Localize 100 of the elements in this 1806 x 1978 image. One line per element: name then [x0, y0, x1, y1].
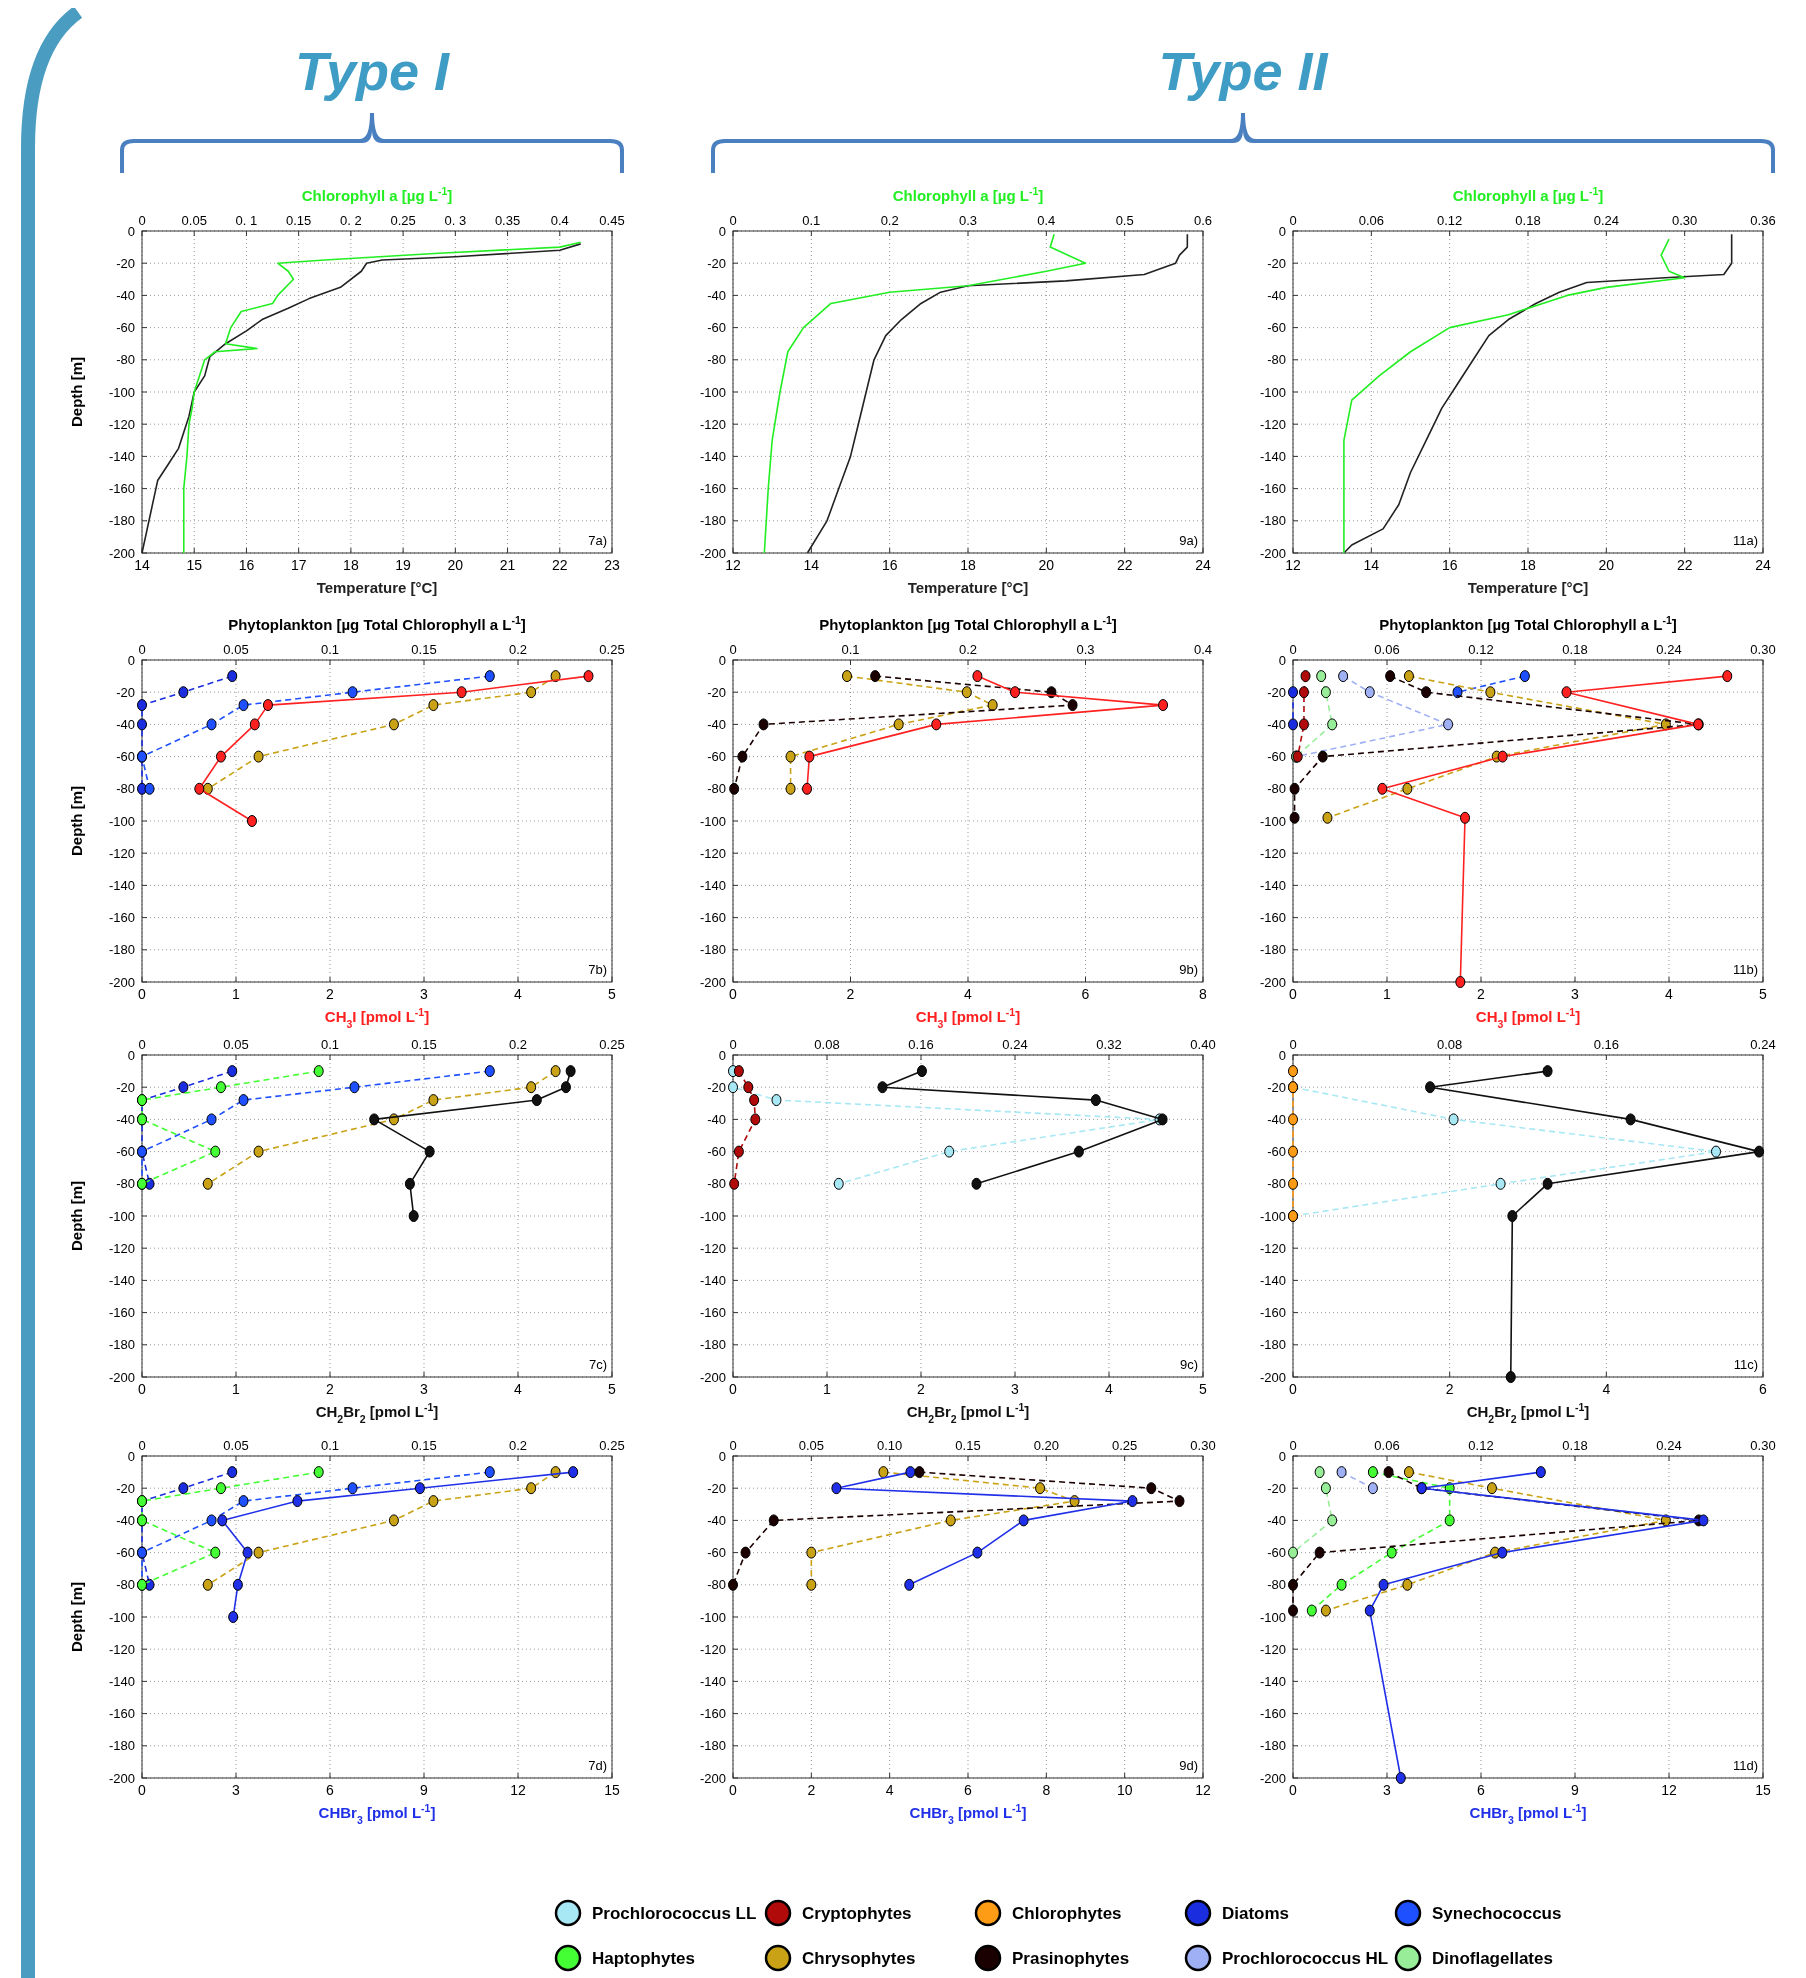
x-tick-label: 14 [134, 557, 150, 573]
x2-tick-label: 0.1 [320, 1438, 340, 1453]
x-axis-title: CH$_{3}$I [pmol L$^{-1}$] [1475, 1006, 1581, 1030]
x-tick-label: 0 [138, 1381, 147, 1397]
y-tick-label: -120 [699, 1240, 726, 1256]
legend-label: Dinoflagellates [1432, 1949, 1553, 1968]
y-tick-label: -100 [108, 813, 135, 829]
y-tick-label: -180 [108, 513, 135, 529]
y-tick-label: -100 [699, 813, 726, 829]
y-tick-label: -100 [1259, 384, 1286, 400]
y-tick-label: -60 [116, 1144, 135, 1160]
y-tick-label: -120 [108, 1641, 135, 1657]
y-tick-label: -80 [707, 1176, 726, 1192]
x2-tick-label: 0.15 [955, 1438, 981, 1453]
y-tick-label: -100 [108, 1609, 135, 1625]
y-tick-label: -160 [1259, 1706, 1286, 1722]
x-tick-label: 2 [326, 986, 335, 1002]
x-tick-label: 15 [1755, 1782, 1771, 1798]
x2-tick-label: 0 [138, 1438, 146, 1453]
y-tick-label: -60 [707, 320, 726, 336]
x2-tick-label: 0.18 [1562, 642, 1588, 657]
annotation: 11b) [1732, 962, 1758, 977]
x-tick-label: 12 [1195, 1782, 1211, 1798]
x2-tick-label: 0 [138, 642, 146, 657]
x-tick-label: 0 [138, 1782, 147, 1798]
y-tick-label: 0 [1278, 223, 1286, 239]
x2-tick-label: 0.32 [1096, 1037, 1122, 1052]
y-tick-label: -200 [1259, 1369, 1286, 1385]
x2-tick-label: 0.18 [1562, 1438, 1588, 1453]
y-tick-label: -180 [108, 1738, 135, 1754]
x-tick-label: 16 [881, 557, 898, 573]
x-tick-label: 24 [1755, 557, 1771, 573]
x-tick-label: 3 [420, 986, 429, 1002]
x-tick-label: 2 [917, 1381, 926, 1397]
legend-label: Synechococcus [1432, 1904, 1562, 1923]
x2-tick-label: 0.1 [841, 642, 860, 657]
x2-tick-label: 0.30 [1190, 1438, 1216, 1453]
x2-tick-label: 0.12 [1437, 213, 1463, 228]
y-tick-label: -80 [1267, 352, 1286, 368]
x2-tick-label: 0.10 [877, 1438, 903, 1453]
y-tick-label: -120 [108, 845, 135, 861]
x-tick-label: 1 [232, 1381, 241, 1397]
x2-tick-label: 0.15 [286, 213, 312, 228]
y-tick-label: 0 [127, 1448, 135, 1464]
x-tick-label: 12 [725, 557, 741, 573]
y-tick-label: -140 [108, 1272, 135, 1288]
x-tick-label: 5 [608, 986, 617, 1002]
x2-tick-label: 0 [138, 213, 146, 228]
x2-axis-title: Phytoplankton [µg Total Chlorophyll a L$^{-1}$] [1379, 614, 1677, 633]
x2-tick-label: 0.25 [599, 642, 625, 657]
x2-tick-label: 0.4 [1037, 213, 1056, 228]
y-tick-label: -60 [707, 749, 726, 765]
x2-tick-label: 0.35 [494, 213, 521, 228]
y-tick-label: -180 [108, 1337, 135, 1353]
x2-tick-label: 0 [1289, 642, 1297, 657]
x2-tick-label: 0.18 [1515, 213, 1541, 228]
y-tick-label: -140 [108, 877, 135, 893]
y-tick-label: -40 [1267, 1512, 1286, 1528]
chart-title: Type I [294, 41, 451, 101]
x-tick-label: 10 [1116, 1782, 1133, 1798]
x2-tick-label: 0.30 [1750, 1438, 1776, 1453]
x2-axis-title: Chlorophyll a [µg L$^{-1}$] [1452, 185, 1604, 204]
y-tick-label: -160 [699, 910, 726, 926]
x2-tick-label: 0.15 [411, 1037, 437, 1052]
x2-tick-label: 0.15 [411, 1438, 437, 1453]
y-tick-label: -180 [1259, 942, 1286, 958]
x-tick-label: 0 [1289, 986, 1298, 1002]
x-tick-label: 12 [510, 1782, 526, 1798]
x2-tick-label: 0.2 [880, 213, 899, 228]
y-axis-title: Depth [m] [68, 1582, 85, 1652]
x-tick-label: 22 [1676, 557, 1693, 573]
x2-tick-label: 0.08 [1437, 1037, 1463, 1052]
y-tick-label: -200 [108, 545, 135, 561]
x2-tick-label: 0.12 [1468, 642, 1494, 657]
y-tick-label: -60 [1267, 320, 1286, 336]
y-tick-label: -100 [699, 384, 726, 400]
y-tick-label: -40 [707, 1111, 726, 1127]
y-tick-label: -200 [108, 1770, 135, 1786]
x2-tick-label: 0 [729, 1438, 737, 1453]
y-tick-label: -120 [699, 1641, 726, 1657]
x2-tick-label: 0.08 [814, 1037, 840, 1052]
x2-tick-label: 0.1 [320, 1037, 340, 1052]
x-tick-label: 5 [608, 1381, 617, 1397]
y-tick-label: -20 [707, 1480, 726, 1496]
x2-tick-label: 0.45 [599, 213, 625, 228]
x-tick-label: 6 [1477, 1782, 1486, 1798]
y-tick-label: -160 [1259, 1305, 1286, 1321]
y-tick-label: 0 [718, 223, 726, 239]
x2-tick-label: 0 [1289, 213, 1297, 228]
y-tick-label: -100 [699, 1208, 726, 1224]
y-tick-label: -180 [1259, 1738, 1286, 1754]
x-tick-label: 4 [514, 1381, 523, 1397]
legend-label: Prochlorococcus HL [1222, 1949, 1389, 1968]
y-tick-label: -200 [699, 1770, 726, 1786]
x-tick-label: 23 [604, 557, 620, 573]
annotation: 11c) [1733, 1357, 1758, 1372]
y-tick-label: -160 [699, 1305, 726, 1321]
y-tick-label: -60 [116, 749, 135, 765]
y-tick-label: -80 [1267, 1577, 1286, 1593]
x2-tick-label: 0.24 [1656, 1438, 1682, 1453]
